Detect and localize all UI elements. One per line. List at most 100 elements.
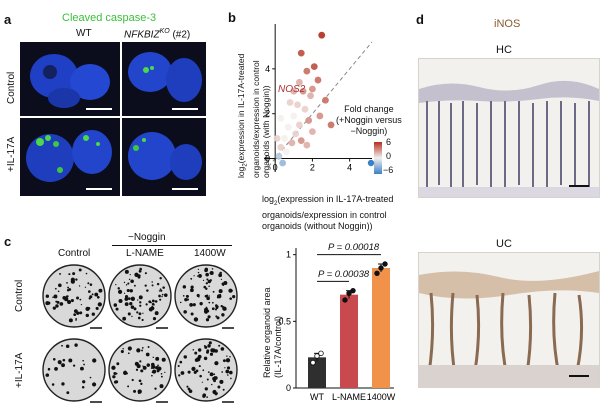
organoid-spot (206, 396, 208, 398)
replicate-point (382, 261, 388, 267)
organoid-spot (131, 378, 134, 382)
organoid-spot (221, 306, 224, 308)
organoid-spot (96, 295, 100, 299)
organoid-spot (75, 317, 78, 320)
organoid-spot (186, 385, 189, 388)
organoid-spot (79, 311, 83, 315)
organoid-spot (190, 312, 194, 316)
organoid-spot (212, 376, 216, 381)
panel-d-hc-label: HC (496, 44, 512, 56)
organoid-caspase-image (26, 130, 112, 182)
organoid-spot (113, 380, 118, 384)
scatter-point (286, 99, 294, 106)
legend-title-line-3: −Noggin) (350, 126, 388, 136)
scatter-point (294, 101, 301, 109)
organoid-spot (151, 374, 153, 377)
organoid-spot (54, 367, 58, 371)
organoid-spot (205, 272, 209, 277)
scatter-point (273, 134, 281, 142)
y-tick-label: 0 (265, 154, 270, 164)
organoid-spot (156, 369, 160, 373)
organoid-spot (79, 298, 82, 301)
micrograph-wt-il17 (20, 118, 120, 196)
bar-category-label: WT (310, 392, 324, 402)
organoid-spot (201, 381, 204, 383)
organoid-spot (147, 346, 150, 348)
organoid-spot (202, 369, 205, 372)
organoid-spot (209, 372, 214, 377)
bar-category-label: L-NAME (332, 392, 366, 402)
organoid-spot (215, 315, 218, 318)
panel-a-col-wt: WT (76, 28, 92, 39)
scatter-point (290, 87, 298, 95)
organoid-spot (124, 297, 129, 301)
organoid-spot (59, 362, 62, 365)
scatter-point (288, 139, 296, 147)
legend-title-line-2: (+Noggin versus (336, 115, 402, 125)
organoid-spot (52, 358, 56, 361)
organoid-spot (124, 302, 129, 307)
replicate-point (318, 350, 324, 357)
organoid-spot (68, 358, 73, 363)
organoid-spot (140, 369, 144, 373)
organoid-spot (130, 296, 136, 301)
organoid-spot (204, 345, 208, 349)
organoid-spot (191, 366, 196, 371)
organoid-spot (213, 373, 216, 376)
panel-c-ylabel: Relative organoid area (IL-17A/control) (262, 287, 284, 378)
organoid-spot (153, 304, 155, 306)
organoid-spot (130, 279, 134, 284)
organoid-spot (65, 295, 69, 298)
organoid-spot (113, 371, 117, 376)
organoid-spot (92, 358, 97, 363)
colorbar-tick-6: 6 (386, 137, 392, 147)
scatter-point (309, 128, 316, 136)
scatter-point (284, 123, 292, 131)
organoid-spot (123, 292, 126, 294)
organoid-spot (207, 315, 211, 319)
colorbar-tick-0: 0 (386, 151, 392, 161)
organoid-spot (199, 301, 203, 306)
organoid-spot (158, 294, 161, 298)
organoid-spot (208, 344, 211, 347)
organoid-spot (179, 360, 183, 364)
organoid-spot (220, 278, 222, 280)
organoid-spot (137, 299, 139, 301)
organoid-spot (161, 293, 164, 296)
organoid-spot (139, 301, 142, 304)
organoid-spot (78, 285, 81, 287)
organoid-spot (67, 286, 70, 289)
legend-title-line-1: Fold change (344, 104, 394, 114)
organoid-spot (183, 310, 187, 314)
organoid-spot (188, 389, 193, 394)
organoid-spot (140, 382, 143, 386)
organoid-spot (190, 288, 194, 293)
organoid-spot (159, 298, 162, 301)
organoid-spot (66, 282, 68, 284)
organoid-spot (141, 318, 144, 322)
ko-gene-name: NFKBIZ (124, 29, 160, 41)
organoid-spot (219, 379, 224, 384)
organoid-spot (151, 305, 153, 308)
scatter-point (307, 92, 314, 100)
bar-y-tick-label: 0.5 (278, 316, 291, 326)
organoid-spot (232, 295, 236, 299)
organoid-spot (123, 281, 126, 284)
organoid-spot (217, 294, 222, 299)
organoid-spot (45, 301, 50, 306)
organoid-spot (203, 309, 209, 314)
colon-crypt-image-uc (419, 271, 599, 387)
panel-a-col-ko: NFKBIZKO (#2) (124, 28, 190, 40)
organoid-spot (218, 273, 223, 278)
organoid-spot (85, 313, 90, 318)
replicate-point (314, 353, 320, 359)
organoid-spot (150, 301, 152, 304)
organoid-spot (136, 364, 141, 369)
organoid-spot (182, 285, 187, 289)
organoid-spot (208, 285, 210, 288)
organoid-spot (207, 279, 211, 284)
organoid-spot (152, 369, 157, 374)
bar-category-label: 1400W (367, 392, 396, 402)
colorbar (374, 142, 382, 174)
organoid-spot (162, 286, 165, 289)
